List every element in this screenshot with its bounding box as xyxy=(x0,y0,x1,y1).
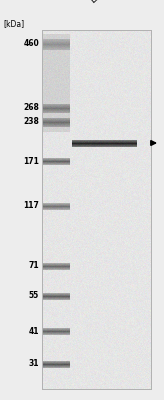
Text: 31: 31 xyxy=(29,360,39,368)
Text: Lung: Lung xyxy=(89,0,111,5)
Text: 460: 460 xyxy=(23,40,39,48)
Text: 41: 41 xyxy=(29,326,39,336)
Text: 71: 71 xyxy=(28,262,39,270)
Text: 268: 268 xyxy=(23,104,39,112)
Text: [kDa]: [kDa] xyxy=(3,19,24,28)
Text: 171: 171 xyxy=(23,156,39,166)
Text: 117: 117 xyxy=(23,202,39,210)
Text: 238: 238 xyxy=(23,118,39,126)
Text: 55: 55 xyxy=(29,292,39,300)
